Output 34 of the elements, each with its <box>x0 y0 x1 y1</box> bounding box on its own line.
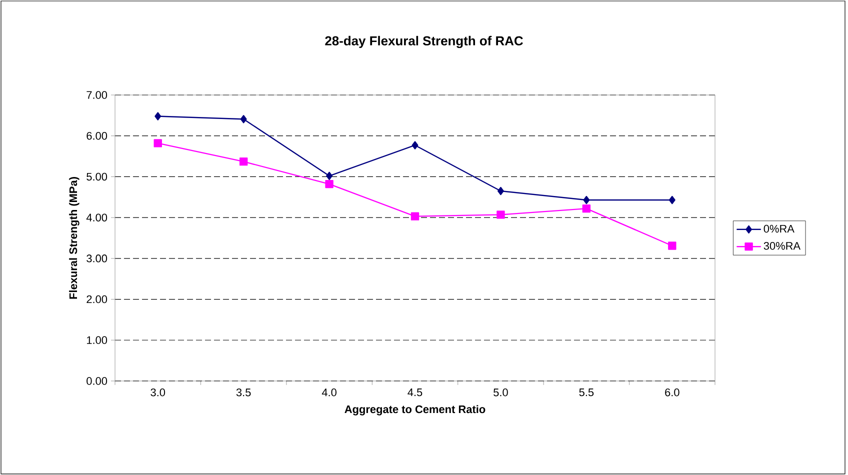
y-tick-label: 7.00 <box>86 91 108 99</box>
point <box>412 141 418 150</box>
y-tick-label: 2.00 <box>86 295 108 304</box>
point <box>582 204 591 213</box>
y-tick-label: 5.00 <box>86 172 108 181</box>
chart-title: 28-day Flexural Strength of RAC <box>325 36 523 48</box>
point <box>496 210 505 219</box>
y-axis-title: Flexural Strength (MPa) <box>69 177 80 299</box>
x-tick-label: 3.5 <box>236 388 251 396</box>
x-tick-label: 6.0 <box>665 388 680 396</box>
point <box>583 196 590 204</box>
point <box>240 114 247 124</box>
point <box>154 112 162 120</box>
x-tick-label: 5.0 <box>494 388 508 396</box>
point <box>326 172 333 180</box>
x-axis-title: Aggregate to Cement Ratio <box>344 405 486 416</box>
x-tick-label: 5.5 <box>579 388 594 396</box>
x-tick-label: 4.0 <box>322 388 336 396</box>
point <box>498 186 504 196</box>
point <box>668 196 676 204</box>
y-tick-label: 0.00 <box>86 377 108 385</box>
legend-label: 0%RA <box>764 224 794 233</box>
y-tick-label: 4.00 <box>86 214 108 222</box>
x-tick-label: 3.0 <box>150 388 166 396</box>
x-tick-label: 4.5 <box>408 388 422 396</box>
legend-label: 30%RA <box>764 242 801 250</box>
y-tick-label: 6.00 <box>86 132 108 140</box>
point <box>154 139 162 148</box>
point <box>410 212 420 220</box>
point <box>325 180 334 188</box>
y-tick-label: 3.00 <box>86 254 108 262</box>
point <box>668 242 676 250</box>
point <box>239 157 248 166</box>
y-tick-label: 1.00 <box>86 336 108 344</box>
